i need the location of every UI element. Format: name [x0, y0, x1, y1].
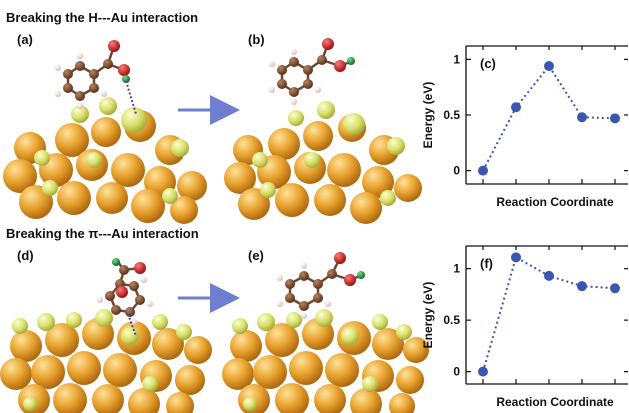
x-axis-label: Reaction Coordinate: [496, 195, 614, 209]
gold-surface-b: [224, 101, 422, 224]
y-tick-label: 0.5: [443, 313, 460, 327]
energy-chart-f: 0 0.5 1 (f) Reaction Coordinate Energy (eV): [421, 245, 628, 409]
gold-surface-d: [0, 309, 212, 413]
x-axis-label: Reaction Coordinate: [496, 395, 614, 409]
y-axis-label: Energy (eV): [421, 82, 435, 149]
data-point: [511, 252, 521, 263]
gold-surface-a: [3, 97, 207, 224]
energy-chart-c: 0 0.5 1 (c) Reaction Coordinate Energy (eV): [421, 45, 628, 209]
data-point: [511, 102, 521, 113]
data-point: [610, 113, 620, 124]
section-title-h-au: Breaking the H---Au interaction: [6, 10, 199, 25]
panel-label-d: (d): [17, 248, 34, 263]
y-tick-label: 1: [453, 52, 460, 66]
panel-label-e: (e): [248, 248, 264, 263]
data-point: [577, 112, 587, 123]
y-axis-label: Energy (eV): [421, 282, 435, 349]
data-point: [577, 281, 587, 292]
h-au-interaction-line: [125, 80, 137, 115]
data-point: [544, 61, 554, 72]
data-point: [610, 283, 620, 294]
y-tick-label: 0.5: [443, 108, 460, 122]
section-title-pi-au: Breaking the π---Au interaction: [6, 226, 199, 241]
data-point: [544, 270, 554, 281]
y-tick-label: 0: [453, 365, 460, 379]
panel-label: (c): [480, 56, 496, 71]
panel-label: (f): [480, 256, 493, 271]
gold-surface-e: [222, 309, 429, 413]
y-tick-label: 0: [453, 164, 460, 178]
data-point: [478, 165, 488, 176]
panel-label-b: (b): [248, 32, 265, 47]
data-point: [478, 366, 488, 377]
y-tick-label: 1: [453, 262, 460, 276]
panel-label-a: (a): [17, 32, 33, 47]
series-line: [482, 64, 616, 172]
